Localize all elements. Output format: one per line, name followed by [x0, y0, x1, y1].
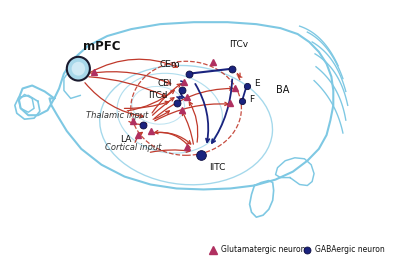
Text: CEm: CEm	[160, 60, 180, 69]
Text: Glutamatergic neuron: Glutamatergic neuron	[221, 245, 305, 254]
Text: ITCd: ITCd	[148, 91, 168, 100]
Text: GABAergic neuron: GABAergic neuron	[315, 245, 385, 254]
Text: Thalamic input: Thalamic input	[86, 111, 148, 120]
Circle shape	[72, 62, 85, 76]
Text: LA: LA	[120, 135, 131, 144]
Text: lITC: lITC	[209, 163, 226, 172]
Text: Cortical input: Cortical input	[105, 143, 162, 152]
Text: F: F	[250, 95, 255, 104]
Circle shape	[67, 57, 90, 81]
Text: CEl: CEl	[158, 79, 172, 88]
Text: E: E	[254, 79, 260, 88]
Text: mPFC: mPFC	[83, 40, 121, 53]
Text: ITCv: ITCv	[229, 40, 248, 49]
Text: BA: BA	[276, 85, 289, 96]
